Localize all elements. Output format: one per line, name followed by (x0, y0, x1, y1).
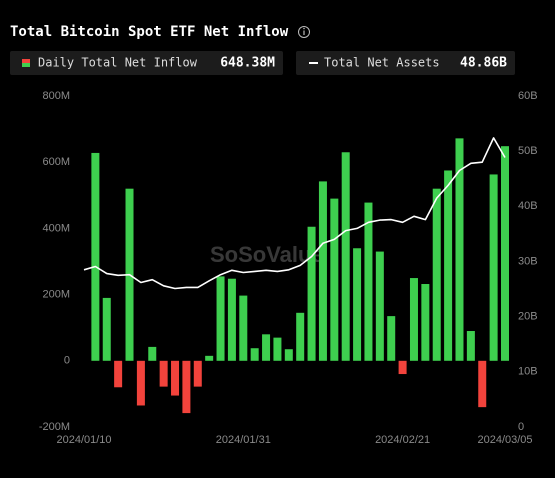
bar (375, 251, 384, 361)
bar (296, 312, 305, 361)
bar (148, 346, 157, 361)
x-tick-label: 2024/01/31 (216, 434, 271, 446)
bar (455, 138, 464, 361)
info-icon[interactable] (298, 26, 310, 38)
y-tick-label: 800M (42, 90, 70, 102)
legend-value: 648.38M (220, 56, 275, 71)
bar (227, 278, 236, 361)
bar (364, 202, 373, 361)
bar (409, 278, 418, 361)
bar (432, 188, 441, 361)
y-tick-label: 0 (64, 355, 70, 367)
bar (307, 226, 316, 361)
bar (114, 360, 123, 388)
x-tick-label: 2024/02/21 (375, 434, 430, 446)
bar (478, 360, 487, 408)
bar (159, 360, 168, 387)
bar (341, 152, 350, 361)
y-tick-label: 600M (42, 156, 70, 168)
bar (136, 360, 145, 406)
y-tick-label: 200M (42, 289, 70, 301)
legend-swatch (22, 59, 30, 63)
bar (102, 297, 111, 361)
bar (444, 170, 453, 361)
bar (489, 174, 498, 361)
bar (273, 337, 282, 361)
legend-box (296, 51, 515, 75)
legend-swatch (22, 63, 30, 67)
y2-tick-label: 20B (518, 311, 538, 323)
bar (353, 248, 362, 361)
bar (398, 360, 407, 375)
bar (501, 146, 509, 361)
y2-tick-label: 60B (518, 90, 538, 102)
bar (205, 355, 214, 361)
y-tick-label: -200M (39, 421, 70, 433)
bar (387, 316, 396, 361)
y-tick-label: 400M (42, 222, 70, 234)
bar (318, 181, 327, 361)
bar (262, 334, 271, 361)
x-tick-label: 2024/01/10 (56, 434, 111, 446)
bar (216, 276, 225, 361)
bar (171, 360, 180, 396)
bar (193, 360, 202, 387)
watermark: SoSoValue (210, 242, 324, 267)
x-tick-label: 2024/03/05 (477, 434, 532, 446)
bar (182, 360, 191, 414)
bar (466, 331, 475, 361)
y2-tick-label: 10B (518, 366, 538, 378)
bar (421, 284, 430, 361)
legend-box (10, 51, 283, 75)
line (83, 137, 506, 290)
y2-tick-label: 50B (518, 145, 538, 157)
y2-tick-label: 30B (518, 255, 538, 267)
legend-value: 48.86B (460, 56, 507, 71)
y2-tick-label: 0 (518, 421, 524, 433)
legend-label: Total Net Assets (324, 56, 440, 70)
chart-title: Total Bitcoin Spot ETF Net Inflow (10, 24, 289, 40)
bar (330, 198, 339, 361)
bar (239, 295, 248, 361)
bar (91, 152, 100, 361)
bar (284, 349, 293, 361)
y2-tick-label: 40B (518, 200, 538, 212)
bar (250, 348, 259, 361)
legend-label: Daily Total Net Inflow (38, 56, 198, 70)
